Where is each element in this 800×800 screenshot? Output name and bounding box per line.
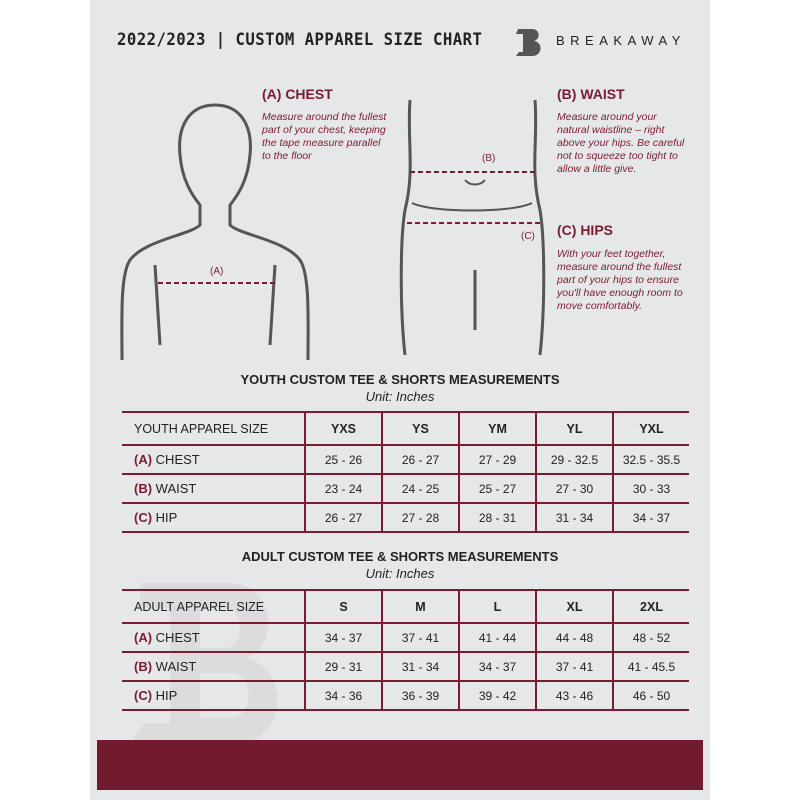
youth-table-title: YOUTH CUSTOM TEE & SHORTS MEASUREMENTS (240, 372, 560, 387)
row-label: (B) WAIST (122, 652, 305, 682)
cell: 37 - 41 (535, 652, 613, 682)
cell: 44 - 48 (535, 623, 613, 653)
cell: 24 - 25 (381, 474, 459, 504)
table-row: (A) CHEST 34 - 37 37 - 41 41 - 44 44 - 48 48… (122, 623, 689, 653)
chest-heading: (A) CHEST (262, 86, 333, 102)
row-tag: (A) (134, 452, 153, 467)
cell: 34 - 36 (304, 681, 382, 711)
cell: 27 - 30 (535, 474, 613, 504)
footer-band (97, 740, 703, 790)
row-name: WAIST (155, 481, 197, 496)
cell: 36 - 39 (381, 681, 459, 711)
row-name: HIP (155, 510, 178, 525)
size-header: 2XL (612, 589, 689, 624)
row-tag: (B) (134, 659, 153, 674)
waist-marker: (B) (482, 153, 496, 164)
cell: 31 - 34 (535, 503, 613, 533)
size-header: YXS (304, 411, 382, 446)
waist-description: Measure around your natural waistline – … (557, 111, 685, 175)
cell: 34 - 37 (458, 652, 536, 682)
cell: 48 - 52 (612, 623, 689, 653)
row-name: HIP (155, 688, 178, 703)
cell: 39 - 42 (458, 681, 536, 711)
adult-size-table: ADULT APPAREL SIZE S M L XL 2XL (A) CHES… (122, 589, 689, 711)
row-label: (A) CHEST (122, 623, 305, 653)
torso-outline (120, 103, 216, 360)
cell: 46 - 50 (612, 681, 689, 711)
size-header: YM (458, 411, 536, 446)
row-name: CHEST (155, 452, 200, 467)
cell: 27 - 29 (458, 445, 536, 475)
youth-size-table: YOUTH APPAREL SIZE YXS YS YM YL YXL (A) … (122, 411, 689, 533)
cell: 41 - 44 (458, 623, 536, 653)
table-row: (B) WAIST 23 - 24 24 - 25 25 - 27 27 - 30 30… (122, 474, 689, 504)
hips-marker: (C) (521, 231, 535, 242)
size-header: L (458, 589, 536, 624)
breakaway-logo-icon (516, 29, 541, 56)
chest-marker: (A) (210, 266, 224, 277)
row-tag: (A) (134, 630, 153, 645)
row-label: (B) WAIST (122, 474, 305, 504)
cell: 26 - 27 (304, 503, 382, 533)
cell: 26 - 27 (381, 445, 459, 475)
cell: 34 - 37 (612, 503, 689, 533)
table-header-row: ADULT APPAREL SIZE S M L XL 2XL (122, 589, 689, 624)
row-label: (C) HIP (122, 503, 305, 533)
cell: 30 - 33 (612, 474, 689, 504)
page-title: 2022/2023 | CUSTOM APPAREL SIZE CHART (117, 30, 483, 50)
size-header: YL (535, 411, 613, 446)
row-name: WAIST (155, 659, 197, 674)
table-row: (C) HIP 26 - 27 27 - 28 28 - 31 31 - 34 34 -… (122, 503, 689, 533)
cell: 27 - 28 (381, 503, 459, 533)
cell: 41 - 45.5 (612, 652, 689, 682)
cell: 32.5 - 35.5 (612, 445, 689, 475)
size-header: XL (535, 589, 613, 624)
size-header: YXL (612, 411, 689, 446)
youth-table-unit: Unit: Inches (365, 389, 435, 404)
hips-description: With your feet together, measure around … (557, 248, 683, 312)
cell: 28 - 31 (458, 503, 536, 533)
adult-table-unit: Unit: Inches (365, 566, 435, 581)
size-header: S (304, 589, 382, 624)
size-label: ADULT APPAREL SIZE (122, 589, 305, 624)
table-row: (C) HIP 34 - 36 36 - 39 39 - 42 43 - 46 46 -… (122, 681, 689, 711)
waist-heading: (B) WAIST (557, 86, 625, 102)
row-tag: (B) (134, 481, 153, 496)
cell: 37 - 41 (381, 623, 459, 653)
table-row: (A) CHEST 25 - 26 26 - 27 27 - 29 29 - 32.5… (122, 445, 689, 475)
row-tag: (C) (134, 510, 153, 525)
size-header: YS (381, 411, 459, 446)
brand-name: BREAKAWAY (556, 33, 686, 48)
size-header: M (381, 589, 459, 624)
table-row: (B) WAIST 29 - 31 31 - 34 34 - 37 37 - 41 41… (122, 652, 689, 682)
cell: 29 - 32.5 (535, 445, 613, 475)
cell: 43 - 46 (535, 681, 613, 711)
body-diagram (120, 99, 546, 360)
cell: 25 - 27 (458, 474, 536, 504)
cell: 25 - 26 (304, 445, 382, 475)
cell: 31 - 34 (381, 652, 459, 682)
cell: 34 - 37 (304, 623, 382, 653)
row-label: (C) HIP (122, 681, 305, 711)
size-label: YOUTH APPAREL SIZE (122, 411, 305, 446)
chest-description: Measure around the fullest part of your … (262, 111, 387, 162)
row-tag: (C) (134, 688, 153, 703)
row-label: (A) CHEST (122, 445, 305, 475)
row-name: CHEST (155, 630, 200, 645)
cell: 29 - 31 (304, 652, 382, 682)
adult-table-title: ADULT CUSTOM TEE & SHORTS MEASUREMENTS (241, 549, 559, 564)
table-header-row: YOUTH APPAREL SIZE YXS YS YM YL YXL (122, 411, 689, 446)
hips-heading: (C) HIPS (557, 222, 613, 238)
cell: 23 - 24 (304, 474, 382, 504)
